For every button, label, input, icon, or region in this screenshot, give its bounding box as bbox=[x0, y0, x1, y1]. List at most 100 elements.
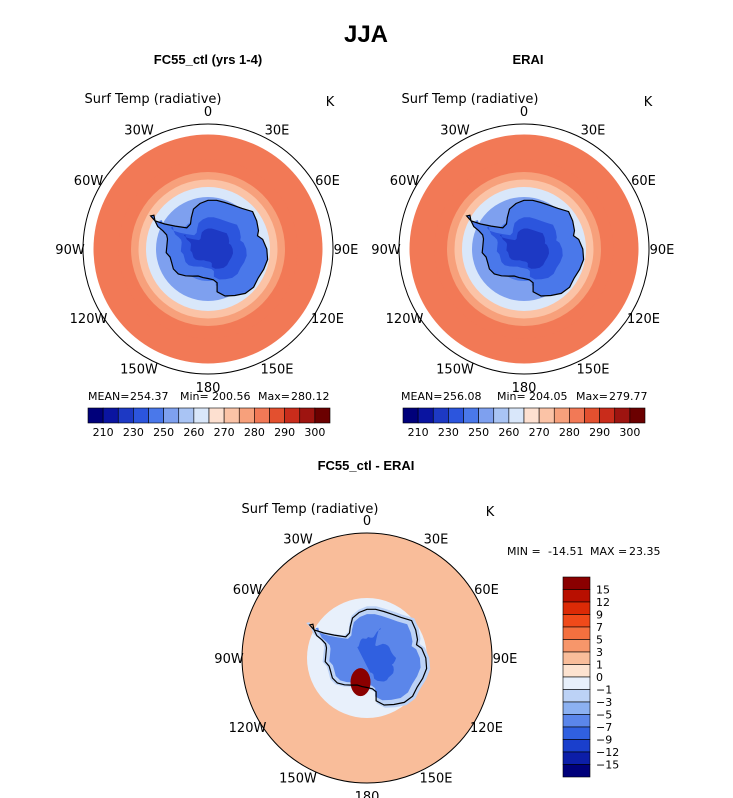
panel1-colorbar: 210 230 250 260 270 280 290 300 bbox=[87, 407, 331, 439]
panel1-colorbar-cell bbox=[148, 407, 164, 424]
panel2-lon-label: 180 bbox=[512, 381, 537, 396]
panel3-colorbar-cell bbox=[562, 614, 591, 628]
panel3-lon-label: 60E bbox=[474, 583, 499, 598]
panel2-lon-label: 120W bbox=[386, 312, 424, 327]
panel3-colorbar-tick: 15 bbox=[596, 584, 610, 597]
panel1-min-label: Min= bbox=[180, 390, 209, 403]
figure-title: JJA bbox=[344, 21, 388, 48]
panel2-colorbar-tick: 210 bbox=[408, 426, 429, 439]
panel1-lon-label: 60E bbox=[315, 174, 340, 189]
panel3-colorbar-cell bbox=[562, 701, 591, 715]
panel1-colorbar-tick: 270 bbox=[214, 426, 235, 439]
panel3-colorbar-tick: 12 bbox=[596, 596, 610, 609]
panel3-stats: MIN = -14.51 MAX = 23.35 bbox=[507, 545, 661, 558]
panel2-colorbar-cell bbox=[432, 407, 449, 424]
panel3-lon-label: 30E bbox=[424, 533, 449, 548]
panel3-colorbar-tick: −3 bbox=[596, 696, 612, 709]
panel3-colorbar-cell bbox=[562, 589, 591, 603]
panel3-lon-label: 90W bbox=[214, 652, 244, 667]
panel2-colorbar-tick: 230 bbox=[438, 426, 459, 439]
panel1-colorbar-cell bbox=[284, 407, 301, 424]
panel1-coastline bbox=[149, 199, 269, 297]
panel2-mean-label: MEAN= bbox=[401, 390, 442, 403]
panel3-max-label: MAX = bbox=[590, 545, 627, 558]
panel3-colorbar-cell bbox=[562, 689, 591, 703]
panel3-variable-label: Surf Temp (radiative) bbox=[241, 502, 378, 517]
panel1-map-border bbox=[82, 123, 334, 375]
panel1-lon-label: 180 bbox=[196, 381, 221, 396]
panel1-lon-label: 150W bbox=[120, 363, 158, 378]
panel3-colorbar-tick: −1 bbox=[596, 684, 612, 697]
panel3-colorbar-cell bbox=[562, 639, 591, 653]
panel2-coastline bbox=[465, 199, 585, 297]
panel1-colorbar-cell bbox=[193, 407, 210, 424]
panel2-max-value: 279.77 bbox=[609, 390, 648, 403]
panel2-lon-label: 0 bbox=[520, 105, 528, 120]
panel3-colorbar-cell bbox=[562, 751, 591, 765]
panel2-lon-label: 60E bbox=[631, 174, 656, 189]
panel1-colorbar-cell bbox=[163, 407, 180, 424]
panel3-colorbar-tick: −7 bbox=[596, 721, 612, 734]
panel2-colorbar-cell bbox=[599, 407, 616, 424]
panel2-colorbar-cell bbox=[448, 407, 464, 424]
panel3-max-value: 23.35 bbox=[629, 545, 661, 558]
panel2-colorbar-cell bbox=[538, 407, 555, 424]
panel2-colorbar-cell bbox=[584, 407, 600, 424]
panel1-colorbar-tick: 290 bbox=[274, 426, 295, 439]
panel3-warm-anomaly bbox=[350, 668, 371, 697]
panel1-lon-label: 30E bbox=[265, 124, 290, 139]
panel2-variable-label: Surf Temp (radiative) bbox=[401, 92, 538, 107]
panel1-min-value: 200.56 bbox=[212, 390, 251, 403]
panel2-map-border bbox=[398, 123, 650, 375]
panel2-colorbar-tick: 260 bbox=[498, 426, 519, 439]
panel2-lon-label: 150W bbox=[436, 363, 474, 378]
panel2-stats: MEAN= 256.08 Min= 204.05 Max= 279.77 bbox=[401, 390, 648, 403]
panel2-min-label: Min= bbox=[497, 390, 526, 403]
panel2-lon-label: 90W bbox=[371, 243, 401, 258]
panel3-colorbar-cell bbox=[562, 664, 591, 678]
panel1-colorbar-tick: 230 bbox=[123, 426, 144, 439]
panel2-lon-label: 120E bbox=[627, 312, 660, 327]
panel2-lon-label: 30W bbox=[440, 124, 470, 139]
panel2-lon-label: 150E bbox=[576, 363, 609, 378]
panel2-map bbox=[398, 123, 650, 375]
panel1-colorbar-cell bbox=[223, 407, 240, 424]
panel2-colorbar-tick: 300 bbox=[619, 426, 640, 439]
panel2-colorbar-cell bbox=[569, 407, 585, 424]
panel3-colorbar-tick: 9 bbox=[596, 609, 603, 622]
panel2-colorbar-cell bbox=[402, 407, 419, 424]
panel3-colorbar-cell bbox=[562, 726, 591, 740]
panel2-colorbar: 210 230 250 260 270 280 290 300 bbox=[402, 407, 646, 439]
panel1-lon-label: 30W bbox=[124, 124, 154, 139]
panel2-colorbar-tick: 250 bbox=[468, 426, 489, 439]
panel1-max-value: 280.12 bbox=[291, 390, 330, 403]
panel3-lon-label: 120W bbox=[229, 721, 267, 736]
panel3-lon-label: 90E bbox=[493, 652, 518, 667]
panel2-colorbar-cell bbox=[629, 407, 646, 424]
panel2-colorbar-cell bbox=[614, 407, 631, 424]
panel1-colorbar-cell bbox=[299, 407, 316, 424]
panel1-continent-contour bbox=[183, 228, 233, 269]
panel3-colorbar-tick: −9 bbox=[596, 734, 612, 747]
panel3-colorbar-tick: 5 bbox=[596, 634, 603, 647]
panel3-lon-label: 150W bbox=[279, 772, 317, 787]
panel1-stats: MEAN= 254.37 Min= 200.56 Max= 280.12 bbox=[88, 390, 330, 403]
panel2-colorbar-cell bbox=[463, 407, 479, 424]
panel3-units-label: K bbox=[486, 505, 495, 520]
panel3-colorbar-cell bbox=[562, 676, 591, 690]
panel2-continent-contour bbox=[499, 228, 549, 269]
panel1-lon-label: 120E bbox=[311, 312, 344, 327]
panel3-colorbar-tick: −5 bbox=[596, 709, 612, 722]
panel3-lon-label: 0 bbox=[363, 514, 371, 529]
panel3-core-contour bbox=[357, 627, 397, 682]
panel2-colorbar-cell bbox=[553, 407, 570, 424]
panel1-colorbar-tick: 300 bbox=[304, 426, 325, 439]
panel3-title: FC55_ctl - ERAI bbox=[318, 458, 415, 473]
panel3-colorbar-cell bbox=[562, 764, 591, 778]
panel2-lon-label: 90E bbox=[650, 243, 675, 258]
panel2-colorbar-cell bbox=[523, 407, 540, 424]
panel3-min-value: -14.51 bbox=[548, 545, 583, 558]
panel3-colorbar-tick: −15 bbox=[596, 759, 619, 772]
panel1-lon-label: 90W bbox=[55, 243, 85, 258]
